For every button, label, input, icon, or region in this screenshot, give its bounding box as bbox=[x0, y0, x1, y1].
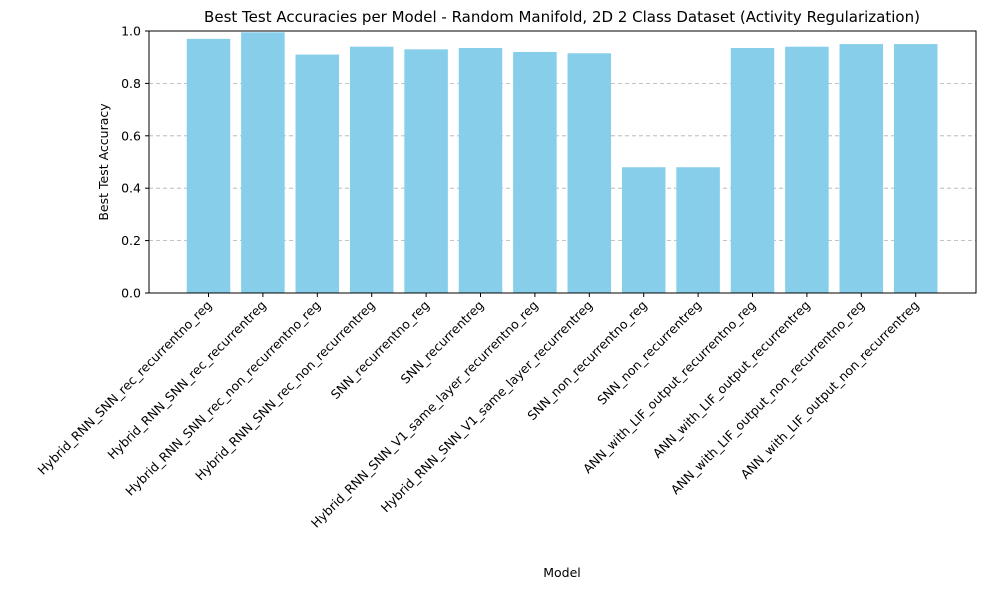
y-gridlines bbox=[149, 83, 976, 242]
bar bbox=[295, 54, 340, 293]
bar bbox=[458, 48, 503, 293]
y-axis-ticks: 0.0 0.2 0.4 0.6 0.8 1.0 bbox=[121, 24, 149, 301]
x-tick-label: SNN_non_recurrentreg bbox=[594, 298, 704, 408]
x-tick-label: SNN_recurrentno_reg bbox=[328, 298, 433, 403]
x-axis-ticks: Hybrid_RNN_SNN_rec_recurrentno_regHybrid… bbox=[35, 293, 922, 531]
y-tick-label: 0.8 bbox=[121, 76, 141, 91]
bar bbox=[513, 51, 557, 294]
plot-frame bbox=[148, 30, 977, 294]
bar bbox=[730, 48, 775, 293]
chart-title: Best Test Accuracies per Model - Random … bbox=[204, 8, 920, 26]
bar bbox=[404, 49, 448, 294]
bar bbox=[186, 38, 231, 293]
x-tick-label: Hybrid_RNN_SNN_rec_non_recurrentno_reg bbox=[122, 298, 323, 499]
y-tick-label: 1.0 bbox=[121, 24, 141, 39]
y-tick-label: 0.6 bbox=[121, 128, 141, 143]
x-tick-label: Hybrid_RNN_SNN_V1_same_layer_recurrentre… bbox=[378, 298, 596, 516]
bar bbox=[785, 46, 829, 293]
x-tick-label: ANN_with_LIF_output_non_recurrentno_reg bbox=[668, 298, 868, 498]
y-tick-label: 0.2 bbox=[121, 233, 141, 248]
x-axis-label: Model bbox=[543, 565, 581, 580]
bar bbox=[839, 44, 884, 293]
y-axis-label: Best Test Accuracy bbox=[96, 103, 111, 221]
bar bbox=[676, 167, 720, 293]
bar bbox=[241, 32, 285, 294]
y-tick-label: 0.0 bbox=[121, 286, 141, 301]
bar-series bbox=[186, 32, 938, 294]
bar bbox=[621, 167, 666, 293]
bar bbox=[893, 44, 938, 293]
bar bbox=[567, 53, 612, 293]
y-tick-label: 0.4 bbox=[121, 181, 141, 196]
bar bbox=[349, 46, 394, 293]
